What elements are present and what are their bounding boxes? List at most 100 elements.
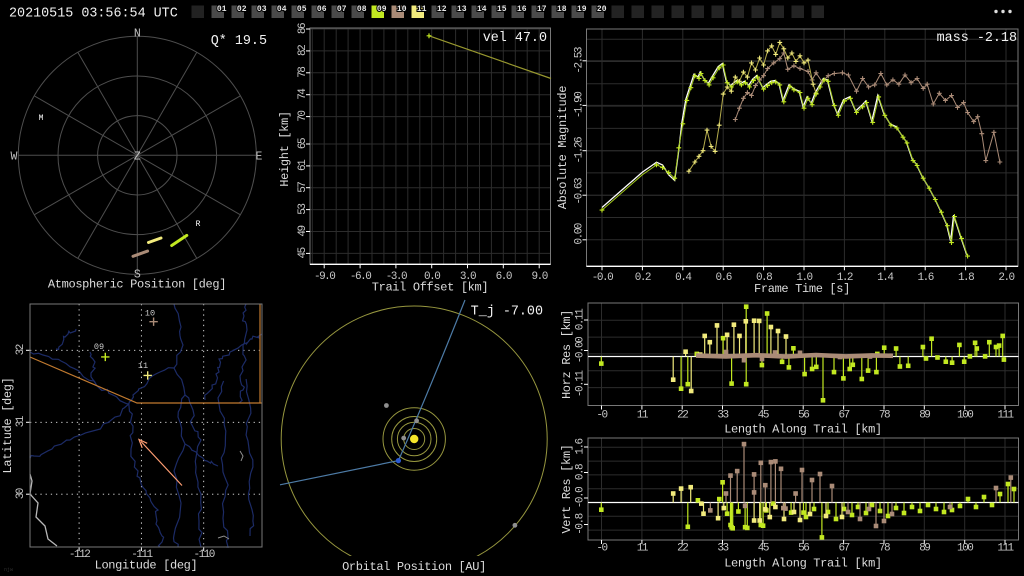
svg-text:03: 03 xyxy=(257,5,267,14)
svg-text:0.11: 0.11 xyxy=(575,308,587,330)
svg-text:10: 10 xyxy=(145,309,155,319)
svg-text:1.6: 1.6 xyxy=(575,438,587,454)
svg-text:06: 06 xyxy=(317,5,327,14)
svg-text:0.2: 0.2 xyxy=(635,272,651,284)
svg-text:1.8: 1.8 xyxy=(958,272,974,284)
svg-text:20: 20 xyxy=(597,5,607,14)
svg-text:Latitude [deg]: Latitude [deg] xyxy=(1,378,15,474)
svg-text:45: 45 xyxy=(297,247,309,258)
svg-text:T_j -7.00: T_j -7.00 xyxy=(471,305,543,320)
svg-text:11: 11 xyxy=(417,5,427,14)
svg-text:20210515 03:56:54 UTC: 20210515 03:56:54 UTC xyxy=(9,7,178,22)
svg-text:1.4: 1.4 xyxy=(877,272,894,284)
svg-text:49: 49 xyxy=(297,226,309,237)
svg-text:31: 31 xyxy=(15,415,27,427)
svg-text:89: 89 xyxy=(919,410,930,422)
svg-text:Vert Res [km]: Vert Res [km] xyxy=(560,444,574,533)
svg-text:13: 13 xyxy=(457,5,467,14)
svg-text:Longitude [deg]: Longitude [deg] xyxy=(95,559,198,573)
svg-text:-0: -0 xyxy=(596,410,607,422)
svg-text:1.2: 1.2 xyxy=(837,272,853,284)
svg-text:Absolute Magnitude: Absolute Magnitude xyxy=(556,86,570,209)
svg-text:22: 22 xyxy=(677,410,688,422)
svg-text:74: 74 xyxy=(297,88,309,100)
svg-text:-0.11: -0.11 xyxy=(575,370,587,397)
svg-text:Orbital Position [AU]: Orbital Position [AU] xyxy=(342,560,486,574)
svg-text:111: 111 xyxy=(997,543,1014,555)
svg-text:05: 05 xyxy=(297,5,307,14)
svg-text:1.6: 1.6 xyxy=(918,272,934,284)
svg-text:45: 45 xyxy=(758,410,769,422)
svg-text:111: 111 xyxy=(997,410,1014,422)
svg-text:0.4: 0.4 xyxy=(675,272,692,284)
svg-text:11: 11 xyxy=(637,410,649,422)
svg-text:61: 61 xyxy=(297,159,309,171)
svg-text:-0.8: -0.8 xyxy=(575,513,587,534)
svg-text:12: 12 xyxy=(437,5,447,14)
svg-text:56: 56 xyxy=(798,543,809,555)
svg-text:65: 65 xyxy=(297,138,309,149)
svg-text:S: S xyxy=(134,269,141,282)
svg-text:70: 70 xyxy=(297,111,309,122)
svg-text:vel 47.0: vel 47.0 xyxy=(483,31,547,46)
svg-text:11: 11 xyxy=(637,543,649,555)
svg-text:-2.53: -2.53 xyxy=(574,47,586,73)
svg-text:0.6: 0.6 xyxy=(716,272,732,284)
svg-text:17: 17 xyxy=(537,5,547,14)
svg-text:09: 09 xyxy=(377,5,387,14)
svg-text:1.0: 1.0 xyxy=(796,272,812,284)
svg-text:89: 89 xyxy=(919,543,930,555)
svg-text:18: 18 xyxy=(557,5,567,14)
svg-text:57: 57 xyxy=(297,182,309,193)
svg-text:08: 08 xyxy=(357,5,367,14)
svg-text:W: W xyxy=(11,151,18,164)
svg-text:04: 04 xyxy=(277,5,287,14)
svg-text:67: 67 xyxy=(838,543,849,555)
svg-text:N: N xyxy=(134,28,141,41)
svg-text:15: 15 xyxy=(497,5,507,14)
svg-text:-9.0: -9.0 xyxy=(314,271,335,283)
svg-text:-110: -110 xyxy=(193,549,214,561)
svg-text:-6.0: -6.0 xyxy=(350,271,371,283)
svg-text:-0.00: -0.00 xyxy=(575,337,587,363)
svg-text:Horz Res [km]: Horz Res [km] xyxy=(560,310,574,399)
svg-text:-0.63: -0.63 xyxy=(574,178,586,204)
svg-text:33: 33 xyxy=(717,543,728,555)
svg-text:07: 07 xyxy=(337,5,347,14)
svg-text:45: 45 xyxy=(758,543,769,555)
svg-text:11: 11 xyxy=(138,361,148,371)
svg-text:Z: Z xyxy=(134,151,141,164)
svg-text:02: 02 xyxy=(237,5,247,14)
svg-text:mass -2.18: mass -2.18 xyxy=(937,31,1017,46)
svg-text:86: 86 xyxy=(297,23,309,34)
svg-text:-0: -0 xyxy=(596,543,607,555)
svg-text:E: E xyxy=(256,151,263,164)
svg-text:78: 78 xyxy=(297,67,309,78)
svg-text:22: 22 xyxy=(677,543,688,555)
svg-text:-3.0: -3.0 xyxy=(386,271,407,283)
svg-text:2.0: 2.0 xyxy=(998,272,1014,284)
svg-text:-0.0: -0.0 xyxy=(592,272,613,284)
svg-text:Atmospheric Position [deg]: Atmospheric Position [deg] xyxy=(48,278,226,292)
svg-text:0.8: 0.8 xyxy=(756,272,772,284)
svg-text:30: 30 xyxy=(15,488,27,499)
svg-text:53: 53 xyxy=(297,204,309,215)
svg-text:M: M xyxy=(39,114,44,123)
svg-text:-1.26: -1.26 xyxy=(574,137,586,163)
svg-text:100: 100 xyxy=(957,543,973,555)
svg-text:-1.90: -1.90 xyxy=(574,92,586,118)
svg-text:Frame Time [s]: Frame Time [s] xyxy=(754,282,850,296)
svg-text:16: 16 xyxy=(517,5,527,14)
svg-text:67: 67 xyxy=(838,410,849,422)
svg-text:0.8: 0.8 xyxy=(575,464,587,480)
svg-text:0.00: 0.00 xyxy=(574,223,586,244)
svg-text:78: 78 xyxy=(879,543,890,555)
svg-text:0.0: 0.0 xyxy=(424,271,440,283)
svg-text:Length Along Trail [km]: Length Along Trail [km] xyxy=(724,557,882,571)
svg-text:-111: -111 xyxy=(131,549,153,561)
svg-text:3.0: 3.0 xyxy=(460,271,476,283)
svg-text:09: 09 xyxy=(94,342,104,352)
svg-text:19: 19 xyxy=(577,5,587,14)
svg-text:Trail Offset [km]: Trail Offset [km] xyxy=(372,281,488,295)
svg-text:56: 56 xyxy=(798,410,809,422)
